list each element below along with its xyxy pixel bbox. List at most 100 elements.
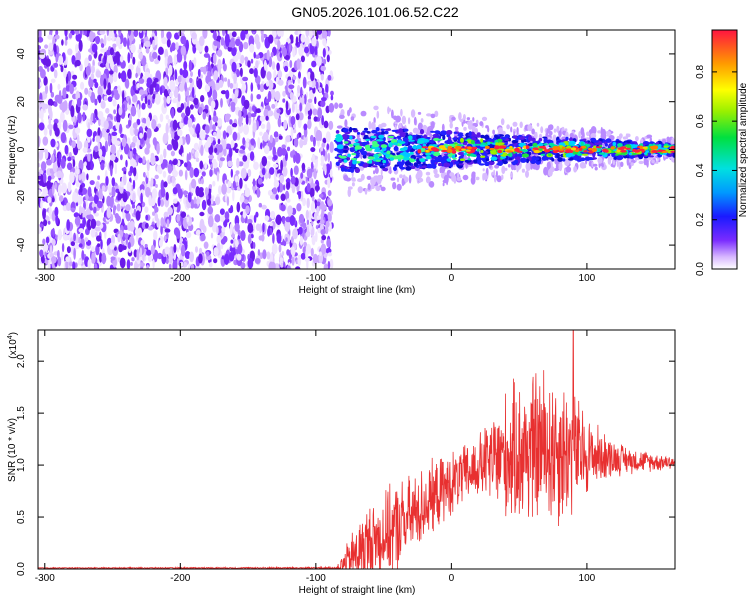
heatmap-noise-cell xyxy=(325,83,329,94)
heatmap-noise-cell xyxy=(232,180,236,189)
heatmap-signal-highlight xyxy=(580,141,584,147)
heatmap-signal-highlight xyxy=(446,158,452,162)
heatmap-signal-core xyxy=(382,167,389,172)
heatmap-signal-core xyxy=(351,128,358,130)
heatmap-noise-cell xyxy=(48,117,52,126)
heatmap-noise-cell xyxy=(70,207,76,212)
heatmap-signal-halo xyxy=(451,116,456,121)
heatmap-noise-cell xyxy=(139,247,143,258)
heatmap-noise-cell xyxy=(321,115,324,126)
heatmap-noise-cell xyxy=(77,194,83,205)
spectrogram-x-tick-label: -300 xyxy=(35,273,55,284)
heatmap-noise-cell xyxy=(180,244,186,257)
heatmap-noise-cell xyxy=(38,36,44,43)
heatmap-noise-cell xyxy=(74,216,81,226)
heatmap-signal-core xyxy=(484,161,490,167)
heatmap-signal-halo xyxy=(472,117,475,122)
heatmap-noise-cell xyxy=(297,84,301,94)
heatmap-signal-halo xyxy=(620,161,624,167)
heatmap-noise-cell xyxy=(47,196,52,204)
heatmap-signal-halo xyxy=(501,174,504,180)
heatmap-noise-cell xyxy=(231,93,235,100)
heatmap-noise-cell xyxy=(221,183,227,195)
heatmap-noise-cell xyxy=(95,70,102,78)
heatmap-noise-cell xyxy=(232,81,239,90)
heatmap-noise-cell xyxy=(112,99,117,107)
heatmap-noise-cell xyxy=(243,99,250,110)
heatmap-noise-cell xyxy=(162,132,169,144)
heatmap-noise-cell xyxy=(154,59,160,65)
heatmap-signal-peak xyxy=(632,148,636,152)
heatmap-signal-halo xyxy=(380,168,383,176)
heatmap-signal-highlight xyxy=(354,145,363,150)
heatmap-noise-cell xyxy=(114,246,117,251)
heatmap-signal-core xyxy=(360,150,368,156)
heatmap-signal-core xyxy=(615,140,622,143)
heatmap-noise-cell xyxy=(98,118,101,127)
heatmap-noise-cell xyxy=(42,136,49,146)
heatmap-signal-peak xyxy=(461,148,466,151)
heatmap-noise-cell xyxy=(82,217,86,228)
snr-y-tick-label: 0.0 xyxy=(16,562,27,576)
heatmap-noise-cell xyxy=(44,44,49,49)
heatmap-signal-halo xyxy=(376,110,380,119)
heatmap-signal-halo xyxy=(555,163,559,171)
heatmap-noise-cell xyxy=(121,137,127,148)
heatmap-noise-cell xyxy=(305,102,311,111)
heatmap-noise-cell xyxy=(124,233,129,239)
heatmap-signal-halo xyxy=(367,183,371,191)
heatmap-noise-cell xyxy=(250,138,256,146)
heatmap-signal-core xyxy=(386,128,392,131)
heatmap-noise-cell xyxy=(85,65,92,76)
heatmap-noise-cell xyxy=(73,212,80,218)
heatmap-noise-cell xyxy=(236,201,241,213)
heatmap-noise-cell xyxy=(43,172,47,184)
heatmap-noise-cell xyxy=(271,103,276,109)
heatmap-signal-core xyxy=(426,163,434,168)
heatmap-noise-cell xyxy=(163,96,167,109)
heatmap-noise-cell xyxy=(185,39,189,52)
heatmap-signal-halo xyxy=(552,134,557,144)
heatmap-signal-core xyxy=(391,129,398,132)
heatmap-noise-cell xyxy=(279,257,284,262)
heatmap-noise-cell xyxy=(223,253,230,265)
heatmap-signal-halo xyxy=(446,176,449,186)
heatmap-noise-cell xyxy=(98,192,104,200)
heatmap-noise-cell xyxy=(242,155,248,162)
heatmap-noise-cell xyxy=(292,75,297,80)
heatmap-noise-cell xyxy=(88,90,92,97)
heatmap-signal-peak xyxy=(544,149,551,153)
heatmap-noise-cell xyxy=(202,111,207,120)
heatmap-signal-core xyxy=(356,154,360,157)
heatmap-signal-peak xyxy=(514,147,520,152)
heatmap-signal-halo xyxy=(670,139,675,144)
heatmap-signal-core xyxy=(613,156,617,160)
heatmap-noise-cell xyxy=(208,154,215,160)
heatmap-noise-cell xyxy=(81,171,86,182)
heatmap-noise-cell xyxy=(329,258,334,269)
heatmap-signal-halo xyxy=(373,105,379,111)
heatmap-signal-core xyxy=(383,164,388,167)
heatmap-noise-cell xyxy=(129,191,133,197)
heatmap-noise-cell xyxy=(173,227,180,236)
heatmap-signal-core xyxy=(405,161,412,166)
heatmap-signal-core xyxy=(380,128,386,131)
heatmap-noise-cell xyxy=(220,238,226,245)
heatmap-noise-cell xyxy=(180,211,187,218)
heatmap-noise-cell xyxy=(218,79,224,88)
heatmap-signal-halo xyxy=(370,121,376,131)
heatmap-noise-cell xyxy=(159,154,164,164)
heatmap-noise-cell xyxy=(261,156,268,167)
heatmap-signal-core xyxy=(339,148,345,154)
heatmap-noise-cell xyxy=(254,34,260,45)
heatmap-noise-cell xyxy=(288,84,295,90)
heatmap-signal-highlight xyxy=(460,137,464,143)
heatmap-noise-cell xyxy=(78,228,84,233)
heatmap-noise-cell xyxy=(101,185,106,192)
heatmap-noise-cell xyxy=(310,147,316,153)
heatmap-noise-cell xyxy=(322,163,327,172)
heatmap-noise-cell xyxy=(262,131,269,142)
heatmap-signal-halo xyxy=(413,116,417,126)
heatmap-noise-cell xyxy=(106,206,112,219)
heatmap-noise-cell xyxy=(132,122,138,129)
